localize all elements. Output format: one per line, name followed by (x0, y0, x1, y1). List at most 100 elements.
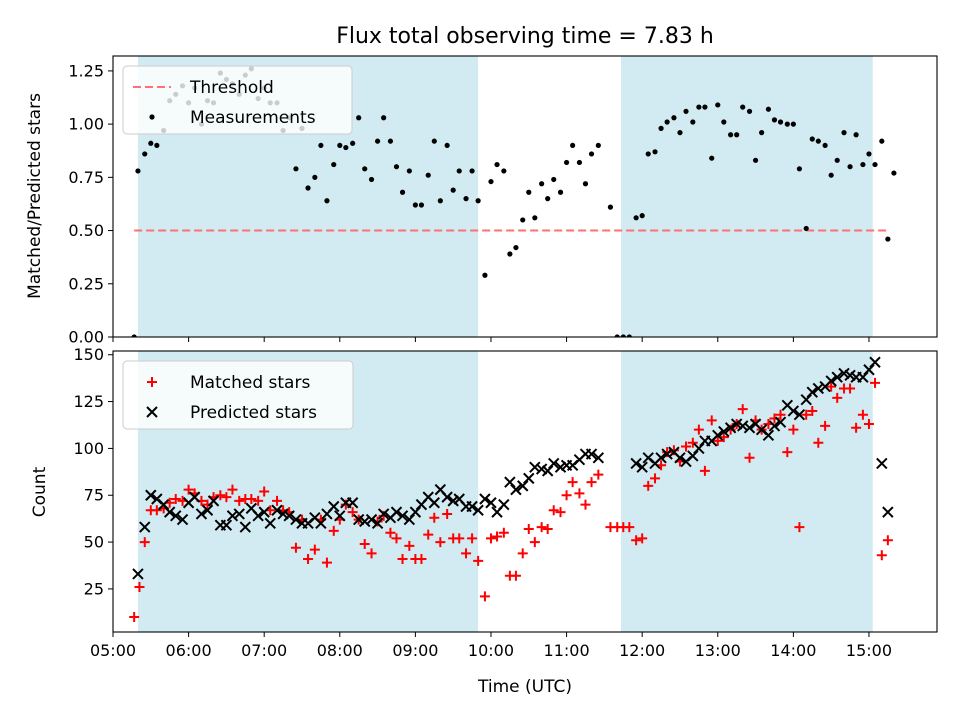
matched-star-point (523, 523, 534, 534)
measurement-point (721, 119, 727, 125)
measurement-point (614, 334, 620, 337)
predicted-star-point (428, 497, 440, 509)
matched-star-point (510, 570, 521, 581)
predicted-star-point (283, 510, 295, 522)
matched-star-point (397, 553, 408, 564)
bottom-y-tick-label: 75 (84, 486, 104, 505)
measurement-point (841, 130, 847, 136)
measurement-point (501, 168, 507, 174)
top-observing-interval-2 (621, 56, 873, 337)
measurement-point (803, 225, 809, 232)
predicted-star-point (472, 504, 484, 516)
measurement-point (356, 115, 362, 121)
matched-star-point (429, 512, 440, 523)
measurement-point (444, 142, 450, 149)
measurement-point (381, 115, 387, 121)
measurement-point (879, 138, 885, 144)
matched-star-point (435, 537, 446, 548)
measurement-point (318, 142, 324, 149)
predicted-star-point (693, 442, 705, 455)
matched-star-point (221, 492, 232, 503)
bottom-y-axis-label: Count (30, 466, 50, 517)
measurement-point (777, 119, 784, 125)
matched-star-point (876, 550, 887, 561)
predicted-star-point (869, 356, 881, 368)
bottom-panel: 25 50 75 100 125 150 05:00 06:00 07:00 08:00 09:00… (73, 345, 938, 660)
measurement-point (658, 125, 664, 131)
matched-star-point (416, 553, 427, 564)
matched-star-point (567, 477, 578, 488)
measurement-point (293, 166, 299, 172)
matched-star-point (725, 424, 736, 435)
predicted-star-point (812, 382, 825, 395)
top-y-tick-label: 1.25 (68, 61, 104, 80)
predicted-star-point (529, 461, 541, 473)
measurement-point (771, 117, 778, 123)
measurement-point (350, 140, 356, 146)
matched-star-point (857, 409, 868, 420)
measurement-point (853, 132, 859, 138)
matched-star-point (832, 392, 843, 403)
measurement-point (872, 161, 878, 168)
measurement-point (362, 166, 368, 172)
measurement-point (475, 198, 481, 204)
matched-star-point (139, 537, 150, 548)
matched-star-point (845, 383, 856, 394)
measurement-point (431, 138, 437, 144)
measurement-point (576, 159, 583, 166)
predicted-star-point (233, 508, 245, 520)
measurement-point (652, 149, 658, 155)
predicted-star-point (188, 491, 201, 503)
predicted-star-point (409, 506, 422, 518)
measurement-point (513, 244, 519, 251)
x-tick-label: 06:00 (166, 641, 212, 660)
matched-star-point (826, 381, 837, 392)
matched-star-point (517, 548, 528, 559)
predicted-star-point (163, 506, 176, 518)
bottom-observing-interval-2 (621, 351, 873, 632)
matched-star-point (555, 507, 566, 518)
matched-star-point (699, 465, 710, 476)
measurement-point (520, 217, 526, 223)
x-tick-label: 10:00 (468, 641, 514, 660)
matched-star-point (129, 612, 140, 623)
measurement-point (437, 198, 443, 204)
measurement-point (891, 170, 897, 176)
predicted-star-point (743, 422, 756, 434)
predicted-star-point (315, 517, 327, 530)
predicted-star-point (793, 408, 806, 421)
predicted-star-point (882, 506, 894, 518)
predicted-star-point (252, 510, 264, 522)
matched-star-point (687, 437, 698, 448)
predicted-star-point (239, 521, 252, 533)
predicted-star-point (768, 420, 781, 432)
measurement-point (154, 142, 160, 149)
bottom-y-tick-label: 50 (84, 533, 104, 552)
measurement-point (690, 119, 696, 125)
matched-star-point (253, 495, 264, 506)
x-tick-label: 14:00 (770, 641, 816, 660)
measurement-point (620, 334, 626, 337)
matched-star-point (340, 499, 351, 510)
measurement-point (563, 159, 570, 166)
predicted-star-point (207, 495, 220, 507)
predicted-star-point (585, 448, 598, 460)
matched-star-point (574, 488, 585, 499)
measurement-point (847, 164, 853, 170)
predicted-star-point (403, 513, 416, 526)
predicted-star-point (674, 452, 686, 464)
matched-star-point (385, 527, 396, 538)
matched-star-point (782, 447, 793, 458)
chart-title: Flux total observing time = 7.83 h (336, 24, 714, 49)
matched-star-point (473, 555, 484, 566)
matched-star-point (631, 535, 642, 546)
bottom-series-predicted-stars (132, 356, 894, 580)
matched-star-point (404, 540, 415, 551)
predicted-star-point (517, 480, 529, 492)
matched-star-point (593, 469, 604, 480)
matched-star-point (359, 538, 370, 549)
predicted-star-point (541, 465, 554, 477)
measurement-point (664, 119, 670, 125)
measurement-point (545, 196, 551, 202)
